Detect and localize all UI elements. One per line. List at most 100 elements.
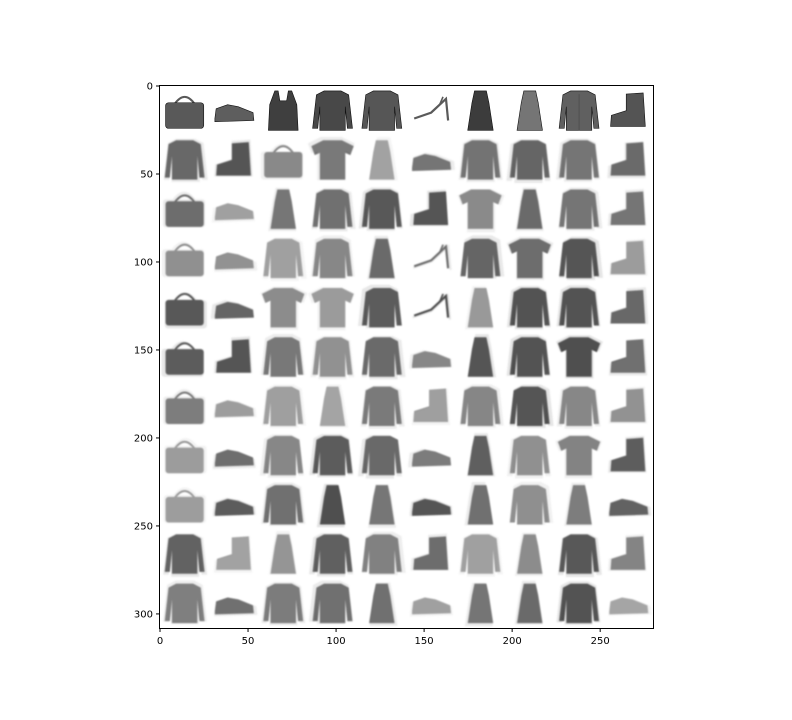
tile-pullover xyxy=(506,435,551,479)
y-tick-label: 0 xyxy=(147,82,153,93)
tile-ankle-boot xyxy=(608,386,648,424)
tile-pullover xyxy=(311,187,356,232)
tile-dress xyxy=(464,286,494,330)
tile-coat xyxy=(558,90,600,131)
tile-pullover xyxy=(360,385,405,429)
tile-sneaker xyxy=(211,203,255,223)
tile-pullover xyxy=(361,335,406,380)
tile-sneaker xyxy=(210,300,255,319)
tile-dress xyxy=(367,235,396,280)
tile-pullover xyxy=(458,138,503,183)
tile-sneaker xyxy=(409,497,453,517)
tile-dress xyxy=(516,90,543,131)
tile-ankle-boot xyxy=(409,189,449,227)
tile-dress xyxy=(268,187,297,232)
tile-sneaker xyxy=(608,597,652,616)
tile-dress xyxy=(319,384,349,428)
tile-pullover xyxy=(261,384,306,428)
tile-ankle-boot xyxy=(610,92,646,127)
tile-bag xyxy=(165,95,205,129)
tile-bag xyxy=(162,241,205,278)
tile-ankle-boot xyxy=(607,188,647,226)
image-grid xyxy=(161,90,652,627)
tile-bag xyxy=(161,341,204,377)
tile-pullover xyxy=(506,139,551,184)
y-tick-label: 150 xyxy=(134,345,153,356)
tile-pullover xyxy=(509,384,554,429)
tile-ankle-boot xyxy=(213,535,253,573)
tile-pullover xyxy=(163,533,208,577)
tile-ankle-boot xyxy=(213,336,253,374)
tile-dress xyxy=(467,433,496,477)
tile-dress xyxy=(514,532,543,577)
tile-dress xyxy=(369,137,398,181)
tile-pullover xyxy=(357,435,402,479)
tile-sneaker xyxy=(608,498,652,517)
tile-dress xyxy=(268,531,297,575)
tile-shirt xyxy=(163,138,208,183)
tile-pullover xyxy=(361,90,403,131)
tile-dress xyxy=(515,187,544,231)
tile-sneaker xyxy=(214,104,255,122)
tile-dress xyxy=(369,582,398,626)
tile-pullover xyxy=(458,533,503,577)
tile-sandal xyxy=(412,243,452,271)
x-tick-label: 0 xyxy=(157,636,163,647)
tile-dress xyxy=(467,90,494,131)
tile-sneaker xyxy=(212,449,256,470)
tile-tshirt xyxy=(308,287,355,331)
tile-pullover xyxy=(261,482,306,526)
tile-pullover xyxy=(506,286,551,330)
tile-pullover xyxy=(506,334,551,379)
x-tick-label: 200 xyxy=(503,636,522,647)
tile-sneaker xyxy=(214,252,258,273)
tile-ankle-boot xyxy=(608,534,647,571)
tile-top xyxy=(268,90,299,131)
tile-bag xyxy=(260,143,303,180)
tile-bag xyxy=(163,388,206,425)
tile-pullover xyxy=(260,333,305,378)
tile-tshirt xyxy=(307,136,355,181)
tile-ankle-boot xyxy=(609,238,648,276)
tile-ankle-boot xyxy=(607,141,646,179)
tile-sandal xyxy=(412,293,452,320)
tile-dress xyxy=(467,334,497,378)
tile-dress xyxy=(316,483,346,528)
tile-pullover xyxy=(309,533,354,577)
tile-pullover xyxy=(262,237,307,281)
x-tick-label: 100 xyxy=(327,636,346,647)
x-axis: 0 50 100 150 200 250 xyxy=(157,628,610,647)
tile-pullover xyxy=(358,187,403,231)
tile-dress xyxy=(464,482,494,526)
tile-sneaker xyxy=(214,597,258,617)
tile-ankle-boot xyxy=(609,287,649,324)
x-tick-label: 150 xyxy=(415,636,434,647)
y-tick-label: 250 xyxy=(134,521,153,532)
tile-sneaker xyxy=(213,399,257,419)
y-tick-label: 300 xyxy=(134,609,153,620)
tile-sandal xyxy=(413,96,450,121)
y-tick-label: 200 xyxy=(134,433,153,444)
axes-frame xyxy=(159,85,654,629)
tile-pullover xyxy=(357,284,403,329)
tile-pullover xyxy=(557,533,602,578)
tile-tshirt xyxy=(556,335,603,379)
tile-tshirt xyxy=(457,188,505,233)
tile-bag xyxy=(164,292,207,329)
tile-bag xyxy=(162,191,206,228)
tile-pullover xyxy=(310,336,355,380)
tile-ankle-boot xyxy=(608,435,647,473)
tile-shirt xyxy=(162,580,207,624)
tile-sneaker xyxy=(409,350,453,369)
y-tick-label: 50 xyxy=(140,169,153,180)
tile-dress xyxy=(368,484,397,528)
y-tick-label: 100 xyxy=(134,257,153,268)
tile-ankle-boot xyxy=(411,388,451,426)
tile-pullover xyxy=(261,582,306,626)
tile-pullover xyxy=(312,90,353,131)
x-tick-label: 250 xyxy=(591,636,610,647)
tile-tshirt xyxy=(555,434,603,479)
tile-pullover xyxy=(556,385,601,429)
tile-pullover xyxy=(556,285,601,329)
